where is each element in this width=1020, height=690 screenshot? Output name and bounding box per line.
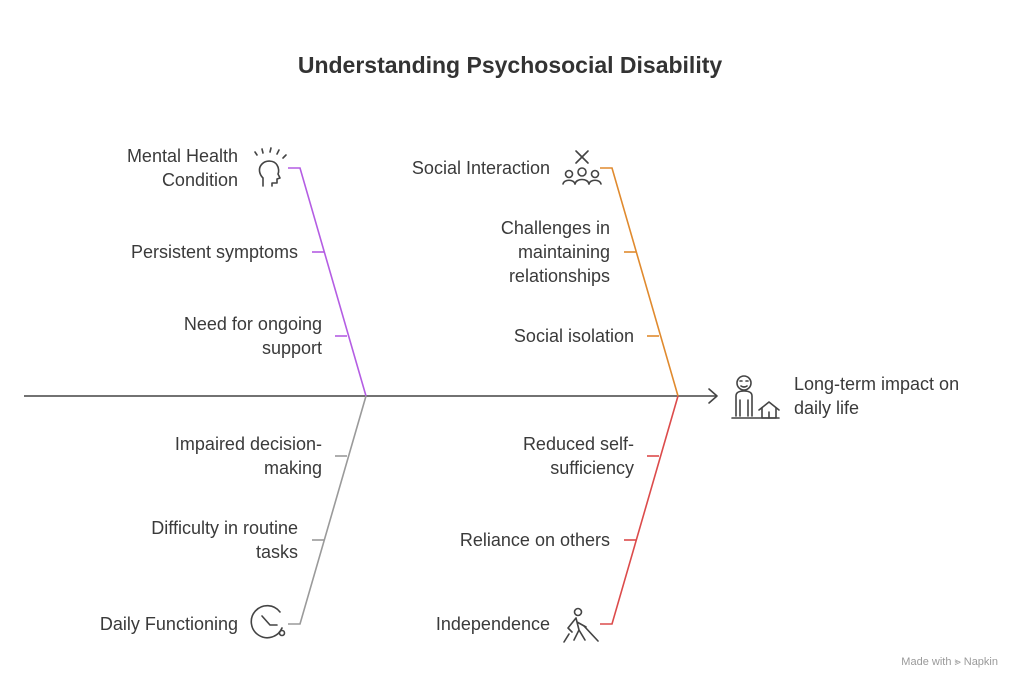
branch-daily-functioning	[288, 395, 367, 625]
cause-need-ongoing-support: Need for ongoing support	[183, 314, 322, 358]
branch-label-mental-health: Mental Health Condition	[126, 146, 238, 190]
page-title: Understanding Psychosocial Disability	[297, 52, 723, 78]
walking-cane-icon	[563, 607, 599, 643]
branch-social-interaction	[600, 167, 679, 397]
cause-social-isolation: Social isolation	[513, 326, 634, 346]
cause-reduced-self-sufficiency: Reduced self- sufficiency	[522, 434, 634, 478]
cause-challenges-relationships: Challenges in maintaining relationships	[500, 218, 610, 286]
branch-mental-health	[288, 167, 367, 397]
cause-persistent-symptoms: Persistent symptoms	[130, 242, 298, 262]
effect-label: Long-term impact on daily life	[794, 374, 960, 418]
branch-label-independence: Independence	[435, 614, 550, 634]
stress-head-icon	[254, 147, 287, 187]
branch-label-social-interaction: Social Interaction	[411, 158, 550, 178]
spine-arrowhead	[708, 388, 718, 404]
group-cross-icon	[562, 150, 602, 185]
cause-difficulty-routine-tasks: Difficulty in routine tasks	[151, 518, 298, 562]
clock-icon	[250, 604, 286, 639]
branch-independence	[600, 395, 679, 625]
cause-impaired-decision-making: Impaired decision- making	[174, 434, 322, 478]
napkin-watermark[interactable]: Made with ⪢ Napkin	[901, 656, 998, 668]
person-home-icon	[731, 375, 780, 419]
branch-label-daily-functioning: Daily Functioning	[99, 614, 238, 634]
cause-reliance-on-others: Reliance on others	[459, 530, 610, 550]
